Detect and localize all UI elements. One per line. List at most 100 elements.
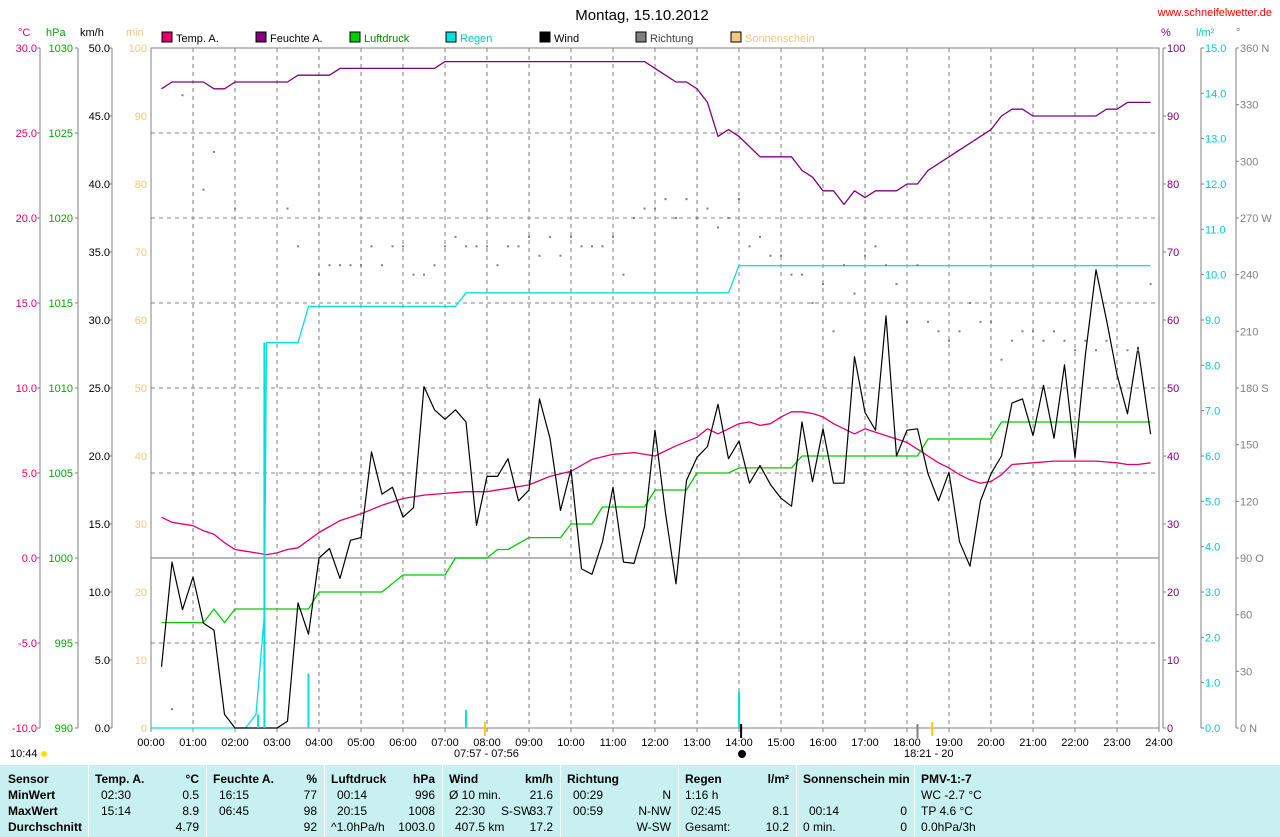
axis-tick-label: 8.0 xyxy=(1205,360,1220,372)
stats-pressure-title: Luftdruck xyxy=(331,772,387,786)
axis-tick-label: 25.0 xyxy=(16,128,37,140)
axis-unit-label: °C xyxy=(18,27,30,39)
time-tick-label: 02:00 xyxy=(221,737,249,749)
direction-point xyxy=(822,283,824,286)
stats-rain-max: 8.1 xyxy=(772,804,789,818)
axis-tick-label: 10 xyxy=(135,655,147,667)
right-axes: 1009080706050403020100%15.014.013.012.01… xyxy=(1161,27,1272,735)
stats-wind-distance: 407.5 km xyxy=(455,820,505,834)
direction-point xyxy=(507,245,509,248)
direction-point xyxy=(748,245,751,248)
axis-tick-label: 13.0 xyxy=(1205,134,1226,146)
stats-row-avg: Durchschnitt xyxy=(8,820,83,834)
stats-direction-avg: W-SW xyxy=(636,820,671,834)
axis-tick-label: 80 xyxy=(1167,179,1179,191)
axis-tick-label: 240 xyxy=(1240,270,1258,282)
stats-rain-max-time: 02:45 xyxy=(691,804,722,818)
direction-point xyxy=(622,273,625,276)
direction-point xyxy=(559,254,562,257)
axis-tick-label: 10.0 xyxy=(1205,270,1226,282)
stats-sunshine-max: 0 xyxy=(900,804,907,818)
time-tick-label: 07:00 xyxy=(431,737,459,749)
stats-rain-duration: 1:16 h xyxy=(685,788,719,802)
axis-tick-label: 1030 xyxy=(49,43,73,55)
direction-point xyxy=(1042,339,1045,342)
direction-point xyxy=(1053,330,1055,333)
direction-point xyxy=(1105,339,1108,342)
direction-point xyxy=(297,245,299,248)
legend-label: Luftdruck xyxy=(364,33,410,45)
stats-humidity-unit: % xyxy=(306,772,317,786)
stats-wind-unit: km/h xyxy=(524,772,553,786)
direction-point xyxy=(717,226,719,229)
axis-tick-label: 30 xyxy=(1240,666,1252,678)
axis-tick-label: -10.0 xyxy=(12,723,37,735)
legend-swatch xyxy=(635,31,647,43)
axis-tick-label: 1020 xyxy=(49,213,73,225)
direction-point xyxy=(570,235,572,238)
axis-tick-label: 45.0 xyxy=(89,111,110,123)
time-tick-label: 01:00 xyxy=(179,737,207,749)
axis-tick-label: 15.0 xyxy=(89,519,110,531)
stats-direction-min-time: 00:29 xyxy=(573,788,604,802)
direction-point xyxy=(1095,349,1097,352)
stats-temp-avg: 4.79 xyxy=(175,820,199,834)
direction-point xyxy=(318,273,320,276)
direction-point xyxy=(444,245,446,248)
stats-temp: Temp. A. °C 02:30 0.5 15:14 8.9 4.79 xyxy=(88,765,207,837)
axis-tick-label: 270 W xyxy=(1240,213,1272,225)
time-tick-label: 08:00 xyxy=(473,737,501,749)
axis-tick-label: 60 xyxy=(135,315,147,327)
direction-point xyxy=(391,245,394,248)
stats-wind-avg-label: Ø 10 min. xyxy=(449,788,502,802)
direction-point xyxy=(538,254,541,257)
series-line-rain xyxy=(151,264,1151,729)
direction-point xyxy=(339,264,341,267)
direction-point xyxy=(685,198,688,201)
legend-swatch xyxy=(445,31,457,43)
stats-rain-unit: l/m² xyxy=(767,772,789,786)
direction-point xyxy=(1011,339,1013,342)
time-tick-label: 05:00 xyxy=(347,737,375,749)
stats-temp-min: 0.5 xyxy=(182,788,199,802)
stats-temp-max-time: 15:14 xyxy=(101,804,132,818)
axis-tick-label: 30.0 xyxy=(16,43,37,55)
axis-tick-label: 5.0 xyxy=(1205,496,1220,508)
axis-tick-label: 11.0 xyxy=(1205,224,1226,236)
stats-direction: Richtung 00:29 N 00:59 N-NW W-SW xyxy=(560,765,679,837)
axis-tick-label: 90 xyxy=(135,111,147,123)
time-tick-label: 15:00 xyxy=(767,737,795,749)
stats-pressure: Luftdruck hPa 00:14 996 20:15 1008 ^1.0h… xyxy=(324,765,443,837)
direction-point xyxy=(885,264,887,267)
axis-tick-label: 70 xyxy=(1167,247,1179,259)
site-link[interactable]: www.schneifelwetter.de xyxy=(1157,7,1272,19)
axis-tick-label: 4.0 xyxy=(1205,542,1220,554)
direction-point xyxy=(801,273,803,276)
stats-pmv-title: PMV-1:-7 xyxy=(921,772,972,786)
axis-tick-label: -5.0 xyxy=(18,638,37,650)
direction-point xyxy=(937,330,940,333)
axis-tick-label: 30 xyxy=(1167,519,1179,531)
direction-point xyxy=(381,264,383,267)
axis-tick-label: 1000 xyxy=(49,553,73,565)
stats-humidity-title: Feuchte A. xyxy=(213,772,274,786)
series-line-temp xyxy=(161,411,1151,556)
axis-tick-label: 1005 xyxy=(49,468,73,480)
legend-label: Feuchte A. xyxy=(270,33,323,45)
direction-point xyxy=(811,302,814,304)
axis-tick-label: 1015 xyxy=(49,298,73,310)
direction-point xyxy=(1126,349,1129,352)
time-tick-label: 03:00 xyxy=(263,737,291,749)
stats-humidity-min: 77 xyxy=(303,788,317,802)
direction-point xyxy=(591,245,593,248)
direction-point xyxy=(969,302,971,304)
stats-temp-title: Temp. A. xyxy=(95,772,145,786)
stats-sunshine: Sonnenschein min 00:14 0 0 min. 0 xyxy=(796,765,915,837)
axis-tick-label: 5.0 xyxy=(22,468,37,480)
stats-wind: Wind km/h Ø 10 min. 21.6 22:30 S-SW 33.7… xyxy=(442,765,561,837)
stats-rain: Regen l/m² 1:16 h 02:45 8.1 Gesamt: 10.2 xyxy=(678,765,797,837)
direction-point xyxy=(1074,349,1076,352)
axis-tick-label: 0 xyxy=(141,723,147,735)
axis-tick-label: 120 xyxy=(1240,496,1258,508)
direction-point xyxy=(696,217,698,219)
